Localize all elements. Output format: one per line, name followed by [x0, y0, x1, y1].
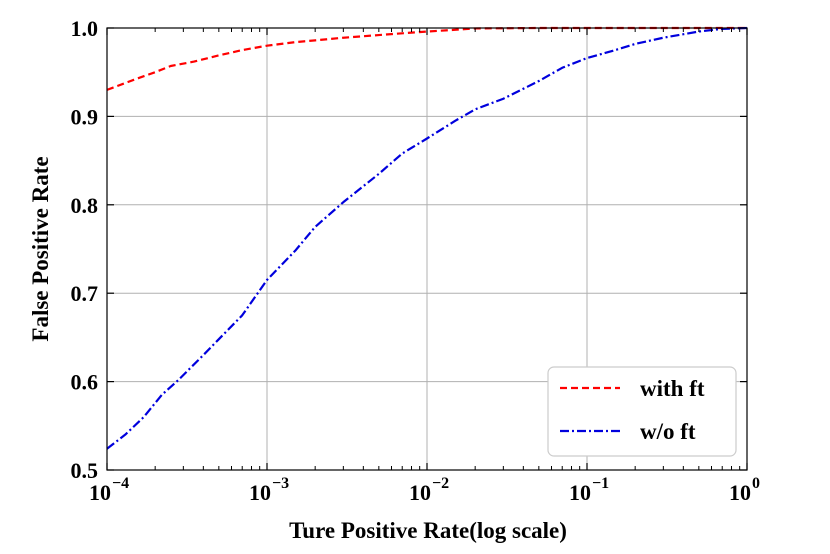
x-tick-base: 10 — [409, 480, 431, 505]
x-tick-label: 10 −1 — [569, 475, 609, 505]
series-line-with-ft — [106, 26, 747, 91]
y-tick-label: 0.7 — [71, 281, 99, 306]
x-tick-exponent: −1 — [592, 475, 609, 492]
x-axis-title: Ture Positive Rate(log scale) — [289, 518, 567, 543]
x-tick-labels: 10 −4 10 −3 10 −2 10 −1 10 0 — [89, 475, 760, 505]
x-tick-label: 10 −3 — [249, 475, 289, 505]
legend-box — [547, 366, 737, 457]
series-line-wo-ft — [106, 26, 748, 450]
x-tick-label: 10 0 — [729, 475, 760, 505]
x-tick-exponent: −4 — [112, 475, 129, 492]
x-tick-base: 10 — [249, 480, 271, 505]
y-tick-labels: 0.5 0.6 0.7 0.8 0.9 1.0 — [71, 16, 99, 483]
x-tick-label: 10 −4 — [89, 475, 129, 505]
y-tick-label: 0.5 — [71, 458, 99, 483]
tick-marks — [106, 27, 748, 471]
x-tick-exponent: −2 — [432, 475, 449, 492]
x-tick-base: 10 — [729, 480, 751, 505]
legend-label-wo-ft: w/o ft — [640, 419, 696, 444]
y-axis-title: False Positive Rate — [28, 156, 53, 341]
series-group — [106, 26, 748, 450]
y-tick-label: 1.0 — [71, 16, 99, 41]
y-tick-label: 0.8 — [71, 193, 99, 218]
y-tick-label: 0.9 — [71, 104, 99, 129]
legend-label-with-ft: with ft — [640, 376, 705, 401]
x-tick-base: 10 — [89, 480, 111, 505]
x-tick-base: 10 — [569, 480, 591, 505]
x-tick-exponent: −3 — [272, 475, 289, 492]
x-tick-exponent: 0 — [752, 475, 760, 492]
x-tick-label: 10 −2 — [409, 475, 449, 505]
legend: with ft w/o ft — [547, 366, 737, 457]
y-tick-label: 0.6 — [71, 370, 99, 395]
